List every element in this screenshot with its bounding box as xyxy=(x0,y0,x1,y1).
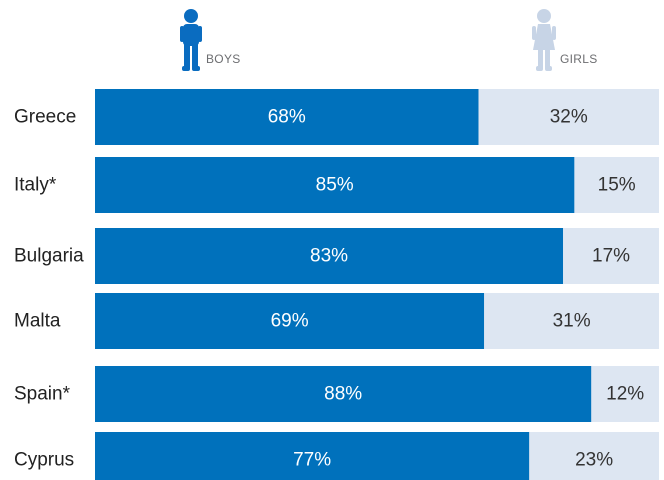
legend-girls-label: GIRLS xyxy=(560,52,598,66)
data-label-girls: 12% xyxy=(606,384,644,405)
bar-girls xyxy=(484,293,659,349)
data-label-boys: 77% xyxy=(293,450,331,471)
category-label: Italy* xyxy=(14,175,57,196)
girl-icon xyxy=(532,9,556,71)
bar-boys xyxy=(95,432,530,480)
data-label-boys: 69% xyxy=(271,311,309,332)
bar-girls xyxy=(529,432,659,480)
data-label-girls: 23% xyxy=(575,450,613,471)
category-label: Cyprus xyxy=(14,450,74,471)
category-label: Malta xyxy=(14,311,61,332)
bar-girls xyxy=(574,157,659,213)
bar-boys xyxy=(95,228,564,284)
data-label-girls: 32% xyxy=(550,107,588,128)
category-label: Bulgaria xyxy=(14,246,84,267)
category-label: Spain* xyxy=(14,384,71,405)
data-label-boys: 68% xyxy=(268,107,306,128)
legend-boys: BOYS xyxy=(180,8,241,72)
category-label: Greece xyxy=(14,107,76,128)
bar-girls xyxy=(563,228,659,284)
bar-boys xyxy=(95,157,575,213)
boy-icon xyxy=(180,9,202,71)
bar-boys xyxy=(95,366,592,422)
legend-girls: GIRLS xyxy=(532,8,598,72)
data-label-girls: 31% xyxy=(553,311,591,332)
bar-boys xyxy=(95,89,479,145)
data-label-girls: 15% xyxy=(598,175,636,196)
data-label-boys: 83% xyxy=(310,246,348,267)
bar-girls xyxy=(591,366,659,422)
data-label-girls: 17% xyxy=(592,246,630,267)
data-label-boys: 85% xyxy=(316,175,354,196)
legend-boys-label: BOYS xyxy=(206,52,241,66)
data-label-boys: 88% xyxy=(324,384,362,405)
bar-boys xyxy=(95,293,485,349)
bar-girls xyxy=(478,89,659,145)
